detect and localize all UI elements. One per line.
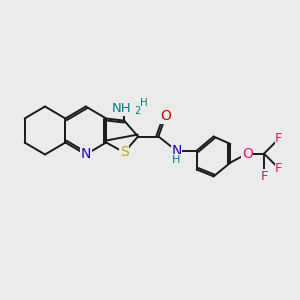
- Text: O: O: [160, 110, 171, 123]
- Text: NH: NH: [112, 102, 132, 115]
- Text: H: H: [172, 154, 181, 165]
- Text: F: F: [275, 162, 283, 175]
- Text: O: O: [242, 147, 253, 160]
- Text: N: N: [81, 148, 91, 161]
- Text: N: N: [171, 144, 182, 158]
- Text: 2: 2: [134, 106, 140, 116]
- Text: F: F: [260, 170, 268, 183]
- Text: S: S: [120, 146, 129, 159]
- Text: H: H: [140, 98, 148, 108]
- Text: F: F: [275, 132, 283, 145]
